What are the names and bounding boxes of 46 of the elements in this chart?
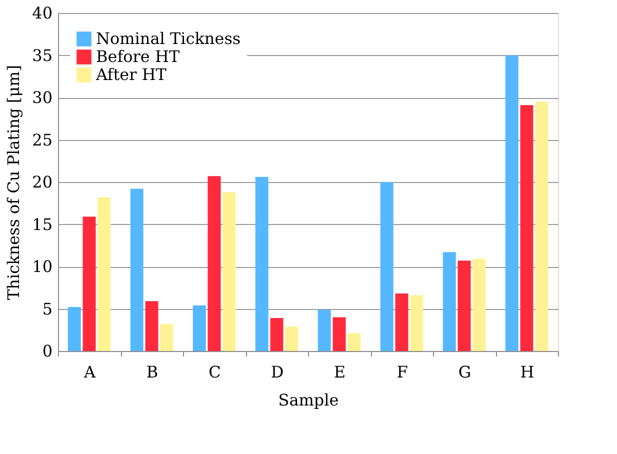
x-tick-label: E: [334, 362, 346, 382]
bar: [380, 182, 394, 351]
x-tick-label: B: [146, 362, 158, 382]
y-tick-label: 5: [42, 299, 52, 318]
bar: [270, 318, 284, 351]
y-tick-label: 25: [32, 130, 52, 150]
bar: [68, 307, 81, 351]
legend-label: Nominal Tickness: [96, 29, 241, 48]
bar: [130, 188, 144, 351]
y-tick-label: 20: [32, 172, 52, 192]
y-tick-label: 15: [32, 214, 52, 234]
bar: [535, 102, 548, 351]
x-axis-title: Sample: [278, 390, 339, 410]
bar: [222, 192, 236, 351]
bar: [82, 216, 96, 351]
x-tick-label: D: [270, 362, 284, 382]
x-tick-label: A: [82, 362, 96, 382]
x-tick-label: H: [520, 362, 534, 382]
bar: [332, 317, 346, 351]
bar: [395, 294, 408, 351]
y-tick-label: 40: [32, 4, 52, 22]
legend-label: Before HT: [96, 47, 180, 66]
y-tick-label: 0: [42, 342, 52, 360]
bar: [255, 176, 268, 351]
bar: [145, 301, 158, 351]
bar: [410, 295, 424, 351]
bar: [318, 310, 331, 351]
bar: [520, 105, 534, 351]
bar: [98, 197, 111, 351]
bar: [348, 333, 361, 351]
bar: [160, 324, 174, 351]
y-axis-title: Thickness of Cu Plating [μm]: [4, 65, 24, 300]
legend-label: After HT: [95, 65, 167, 84]
y-tick-label: 10: [32, 257, 52, 276]
bar: [458, 260, 471, 351]
bar: [285, 326, 298, 351]
y-tick-label: 35: [32, 46, 52, 65]
bar: [442, 252, 456, 351]
x-tick-label: C: [208, 362, 221, 382]
x-tick-label: F: [396, 362, 408, 382]
bar: [208, 176, 221, 351]
bar: [192, 305, 206, 351]
x-tick-label: G: [458, 362, 472, 382]
bar: [472, 258, 486, 351]
y-tick-label: 30: [32, 88, 52, 107]
bar: [505, 55, 518, 351]
